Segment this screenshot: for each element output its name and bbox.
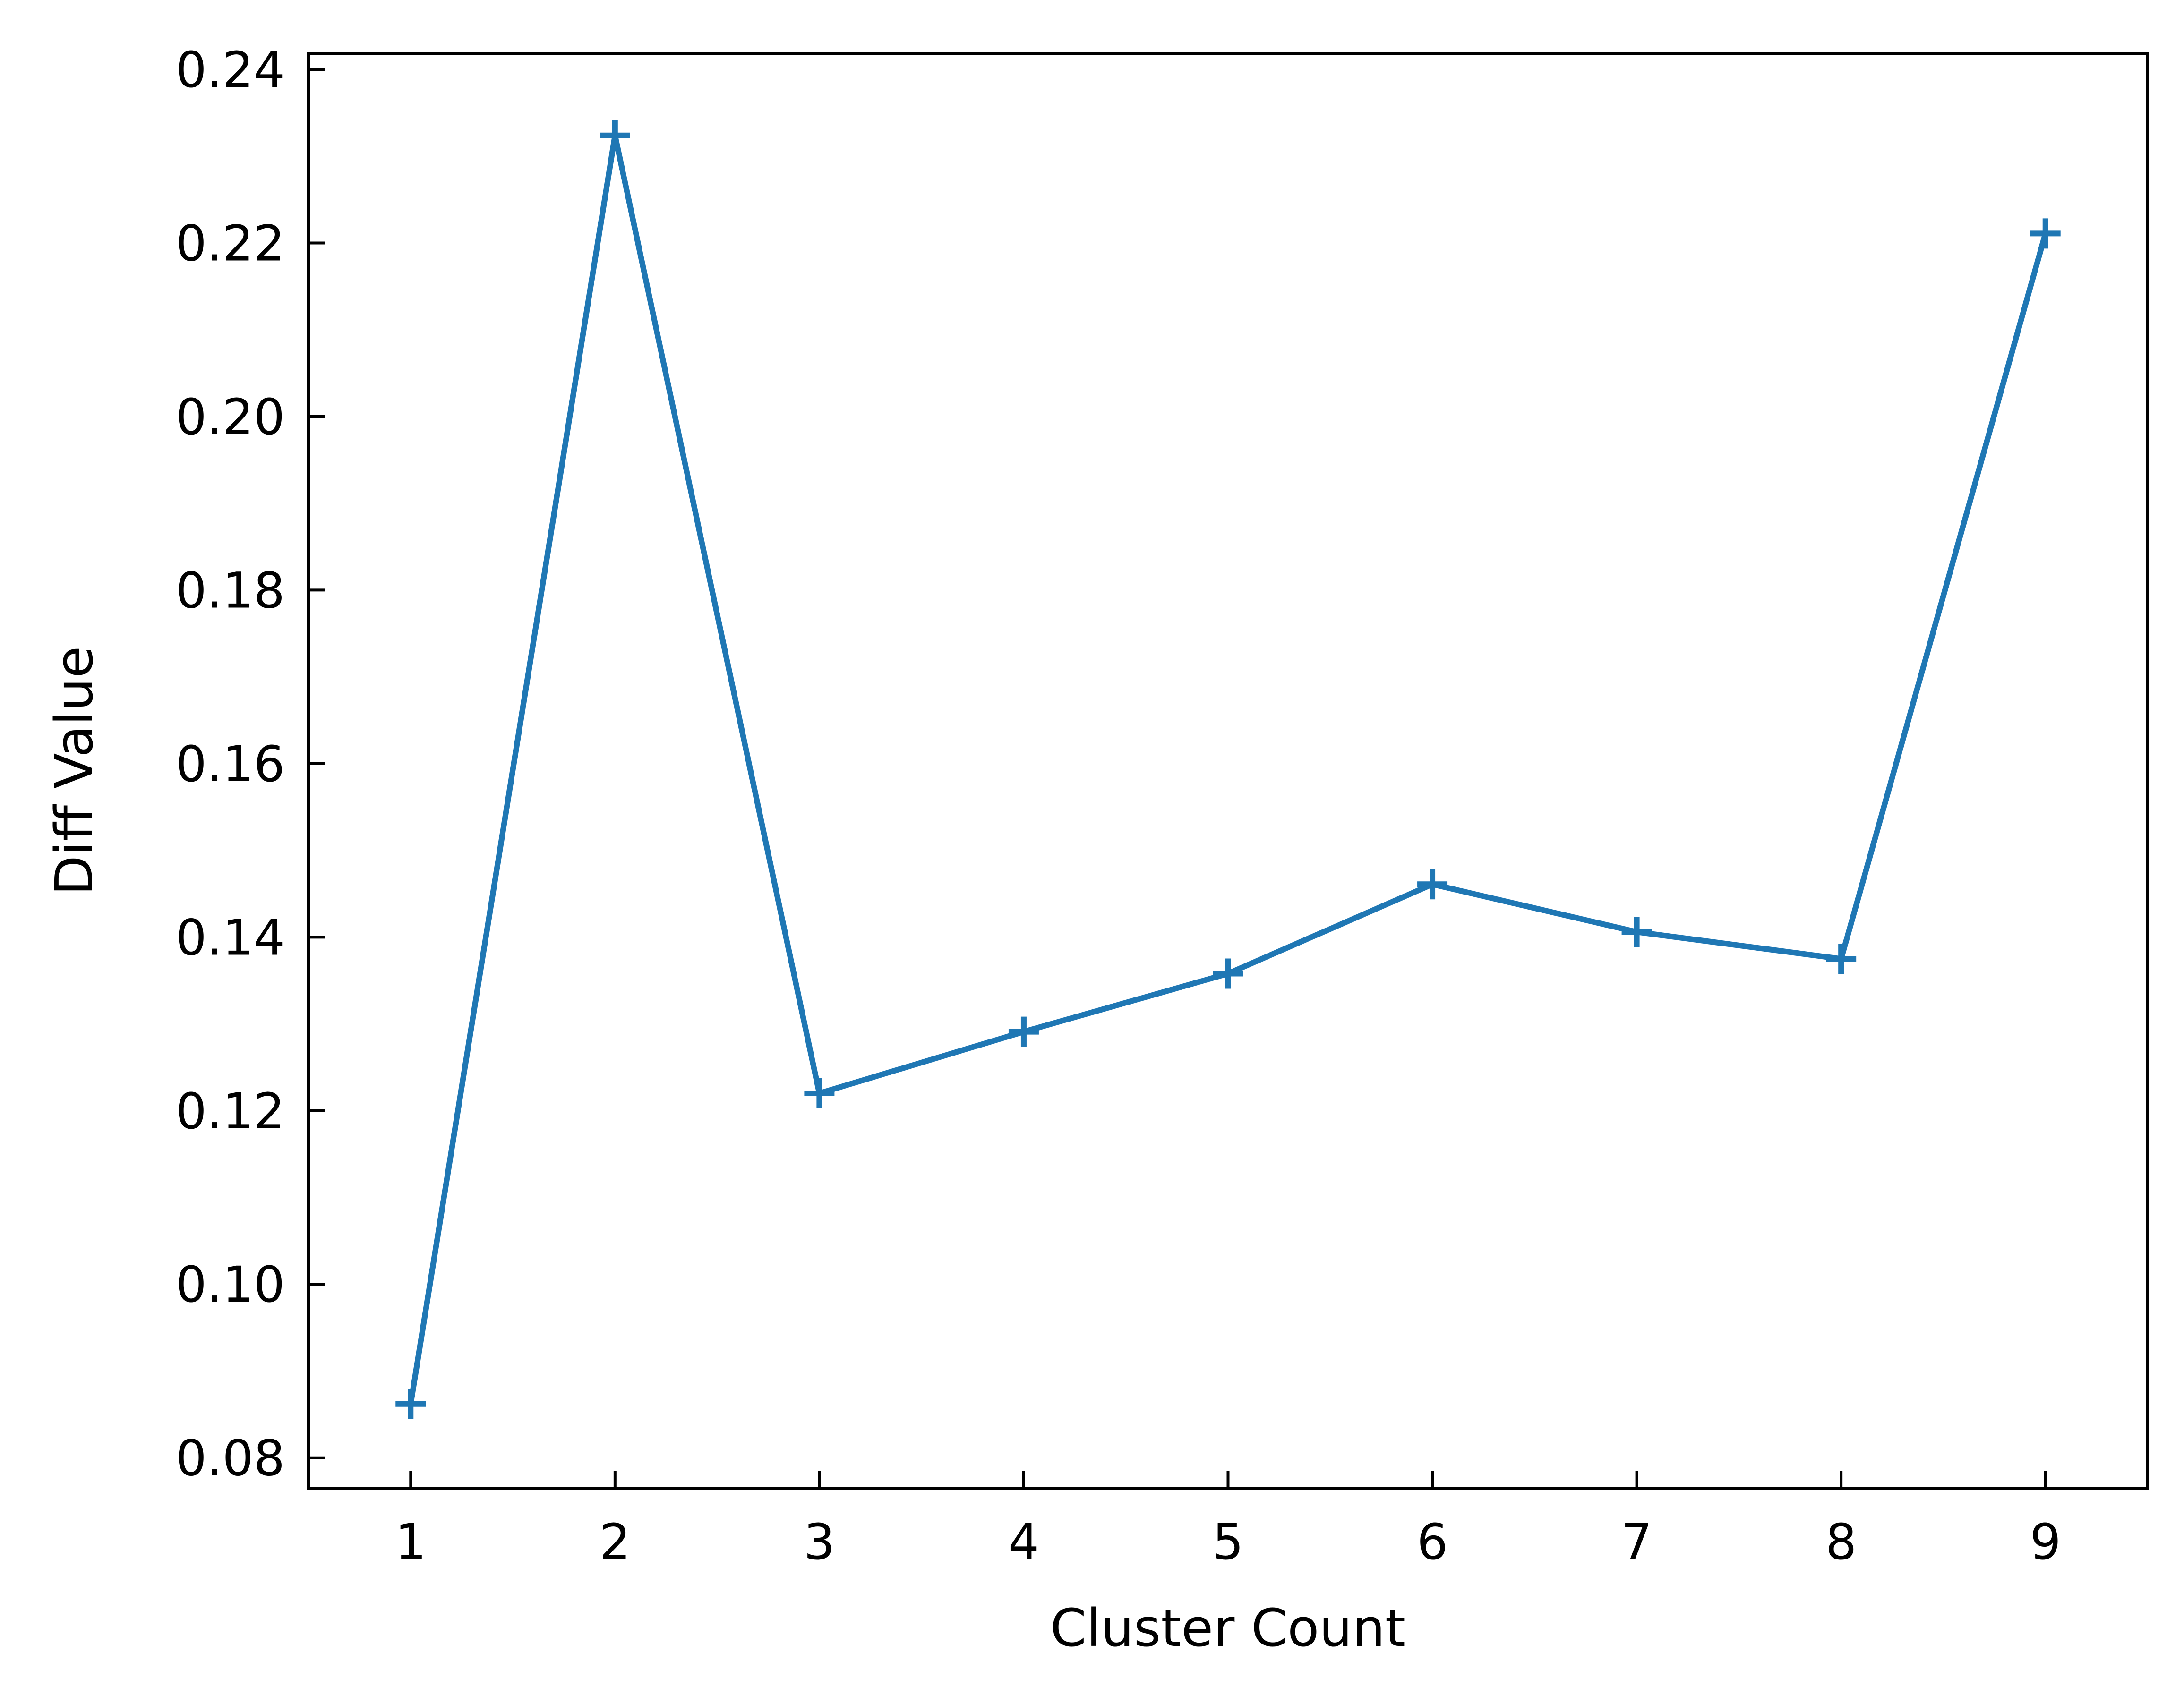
x-tick-label: 9	[2030, 1513, 2061, 1571]
y-axis-label: Diff Value	[44, 646, 104, 895]
data-point	[1621, 917, 1652, 947]
y-tick-label: 0.14	[175, 909, 285, 966]
plot-frame	[307, 52, 2149, 1490]
x-tick-label: 3	[804, 1513, 835, 1571]
y-tick-label: 0.18	[175, 562, 285, 619]
x-tick-label: 8	[1825, 1513, 1857, 1571]
y-tick-label: 0.12	[175, 1082, 285, 1140]
series-layer	[395, 120, 2061, 1419]
x-axis-label: Cluster Count	[1050, 1598, 1405, 1658]
x-tick-label: 1	[395, 1513, 426, 1571]
x-tick-label: 7	[1621, 1513, 1653, 1571]
data-point	[600, 120, 630, 151]
x-tick-label: 4	[1008, 1513, 1039, 1571]
y-tick-label: 0.22	[175, 215, 285, 273]
ticks-layer: 1 2 3 4 5 6 7 8 9 0.08 0.10 0.12 0.14 0.16 0.18 0.20 0.2…	[175, 41, 2061, 1571]
x-tick-label: 5	[1212, 1513, 1243, 1571]
y-tick-label: 0.24	[175, 41, 285, 99]
y-tick-label: 0.08	[175, 1430, 285, 1487]
y-tick-label: 0.10	[175, 1256, 285, 1313]
data-point	[395, 1389, 426, 1419]
y-tick-label: 0.20	[175, 388, 285, 446]
data-point	[1213, 958, 1243, 989]
data-point	[2030, 218, 2061, 249]
x-tick-label: 6	[1417, 1513, 1448, 1571]
data-point	[1417, 869, 1448, 900]
data-point	[1008, 1016, 1039, 1047]
y-tick-label: 0.16	[175, 735, 285, 793]
data-point	[1826, 944, 1857, 974]
x-tick-label: 2	[600, 1513, 631, 1571]
data-point	[804, 1078, 835, 1109]
